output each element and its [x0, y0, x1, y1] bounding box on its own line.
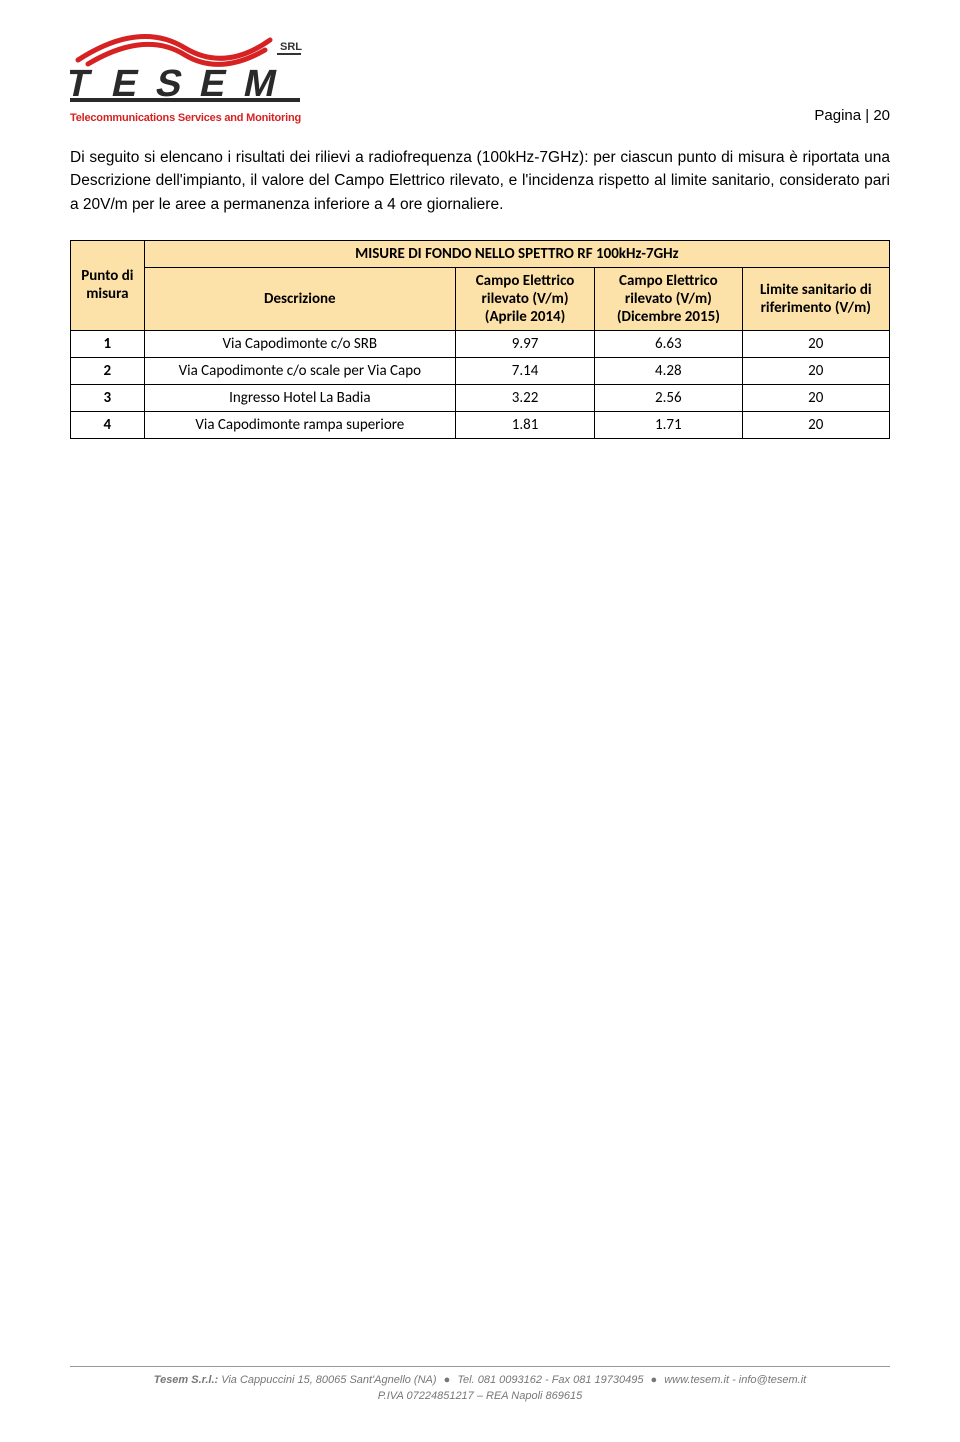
header: SRL T E S E M Telecommunications Service… — [70, 30, 890, 124]
col-header-punto: Punto di misura — [71, 240, 145, 330]
cell-c1: 9.97 — [455, 330, 594, 357]
document-page: SRL T E S E M Telecommunications Service… — [0, 0, 960, 1442]
col-header-campo2: Campo Elettrico rilevato (V/m) (Dicembre… — [595, 267, 742, 330]
table-row: 2 Via Capodimonte c/o scale per Via Capo… — [71, 357, 890, 384]
cell-c2: 2.56 — [595, 384, 742, 411]
cell-c2: 6.63 — [595, 330, 742, 357]
table-title-row: Punto di misura MISURE DI FONDO NELLO SP… — [71, 240, 890, 267]
table-row: 4 Via Capodimonte rampa superiore 1.81 1… — [71, 411, 890, 438]
footer-line-1: Tesem S.r.l.: Via Cappuccini 15, 80065 S… — [70, 1373, 890, 1388]
intro-paragraph: Di seguito si elencano i risultati dei r… — [70, 146, 890, 216]
page-number: Pagina | 20 — [814, 107, 890, 124]
measurements-table: Punto di misura MISURE DI FONDO NELLO SP… — [70, 240, 890, 439]
footer-line-2: P.IVA 07224851217 – REA Napoli 869615 — [70, 1389, 890, 1404]
cell-c2: 1.71 — [595, 411, 742, 438]
table-title: MISURE DI FONDO NELLO SPETTRO RF 100kHz-… — [144, 240, 889, 267]
cell-c1: 7.14 — [455, 357, 594, 384]
cell-lim: 20 — [742, 411, 889, 438]
cell-idx: 1 — [71, 330, 145, 357]
footer-company: Tesem S.r.l.: — [154, 1374, 218, 1386]
dot-icon: ● — [647, 1374, 662, 1386]
logo-tagline: Telecommunications Services and Monitori… — [70, 112, 301, 124]
col-header-limite: Limite sanitario di riferimento (V/m) — [742, 267, 889, 330]
cell-idx: 2 — [71, 357, 145, 384]
cell-c1: 1.81 — [455, 411, 594, 438]
cell-lim: 20 — [742, 384, 889, 411]
tesem-logo: SRL T E S E M — [70, 30, 310, 110]
cell-c1: 3.22 — [455, 384, 594, 411]
cell-desc: Via Capodimonte c/o scale per Via Capo — [144, 357, 455, 384]
table-row: 3 Ingresso Hotel La Badia 3.22 2.56 20 — [71, 384, 890, 411]
footer-address: Via Cappuccini 15, 80065 Sant'Agnello (N… — [218, 1374, 439, 1386]
footer-web: www.tesem.it - info@tesem.it — [661, 1374, 806, 1386]
table-header-row: Descrizione Campo Elettrico rilevato (V/… — [71, 267, 890, 330]
col-header-campo1: Campo Elettrico rilevato (V/m) (Aprile 2… — [455, 267, 594, 330]
cell-lim: 20 — [742, 357, 889, 384]
cell-desc: Ingresso Hotel La Badia — [144, 384, 455, 411]
footer: Tesem S.r.l.: Via Cappuccini 15, 80065 S… — [70, 1366, 890, 1404]
dot-icon: ● — [440, 1374, 455, 1386]
cell-lim: 20 — [742, 330, 889, 357]
svg-text:SRL: SRL — [280, 41, 302, 53]
cell-desc: Via Capodimonte rampa superiore — [144, 411, 455, 438]
cell-idx: 3 — [71, 384, 145, 411]
logo-block: SRL T E S E M Telecommunications Service… — [70, 30, 310, 124]
cell-desc: Via Capodimonte c/o SRB — [144, 330, 455, 357]
cell-idx: 4 — [71, 411, 145, 438]
footer-tel: Tel. 081 0093162 - Fax 081 19730495 — [454, 1374, 646, 1386]
col-header-descrizione: Descrizione — [144, 267, 455, 330]
cell-c2: 4.28 — [595, 357, 742, 384]
table-row: 1 Via Capodimonte c/o SRB 9.97 6.63 20 — [71, 330, 890, 357]
